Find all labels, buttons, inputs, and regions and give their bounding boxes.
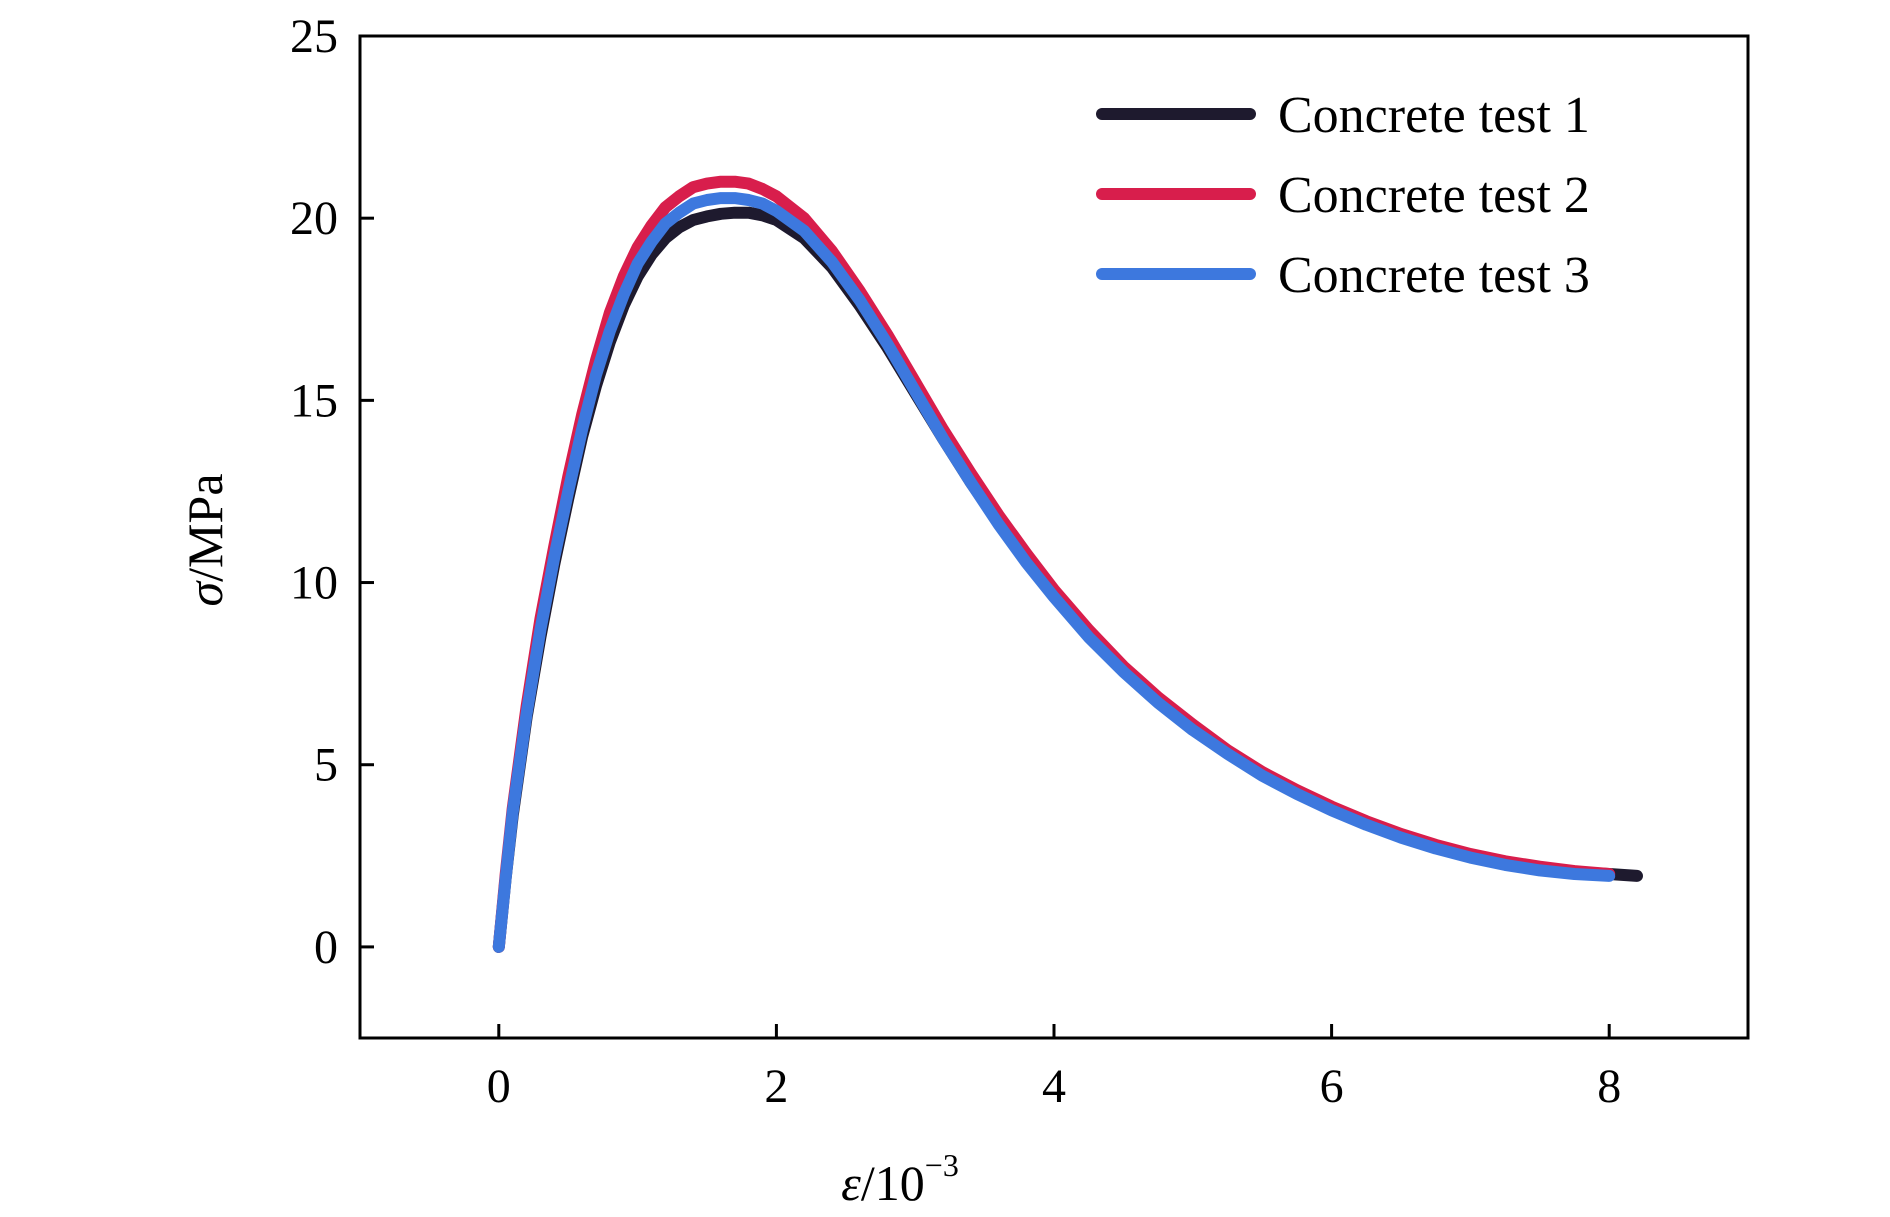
y-axis-ticks: 0 5 10 15 20 25 [290, 10, 374, 974]
y-tick-label: 5 [314, 739, 338, 792]
series-line-1 [492, 206, 1643, 953]
y-axis-unit: /MPa [177, 473, 233, 581]
legend-label-3: Concrete test 3 [1278, 247, 1590, 304]
y-axis-symbol: σ [177, 580, 233, 607]
series-layer [492, 175, 1643, 953]
x-tick-label: 6 [1320, 1060, 1344, 1113]
x-axis-ticks: 0 2 4 6 8 [487, 1024, 1621, 1113]
x-axis-title: ε/10−3 [841, 1147, 959, 1211]
x-tick-label: 4 [1042, 1060, 1066, 1113]
y-tick-label: 10 [290, 557, 338, 610]
legend-label-1: Concrete test 1 [1278, 87, 1590, 144]
y-tick-label: 25 [290, 10, 338, 63]
legend-label-2: Concrete test 2 [1278, 167, 1590, 224]
x-tick-label: 8 [1597, 1060, 1621, 1113]
y-tick-label: 15 [290, 374, 338, 427]
legend: Concrete test 1 Concrete test 2 Concrete t… [1096, 87, 1590, 304]
y-tick-label: 20 [290, 192, 338, 245]
x-tick-label: 0 [487, 1060, 511, 1113]
series-line-3 [492, 192, 1616, 953]
y-axis-title: σ/MPa [177, 473, 233, 606]
x-axis-unit: /10 [861, 1155, 925, 1211]
y-tick-label: 0 [314, 921, 338, 974]
x-axis-exponent: −3 [925, 1147, 959, 1183]
x-axis-symbol: ε [841, 1155, 861, 1211]
x-tick-label: 2 [764, 1060, 788, 1113]
